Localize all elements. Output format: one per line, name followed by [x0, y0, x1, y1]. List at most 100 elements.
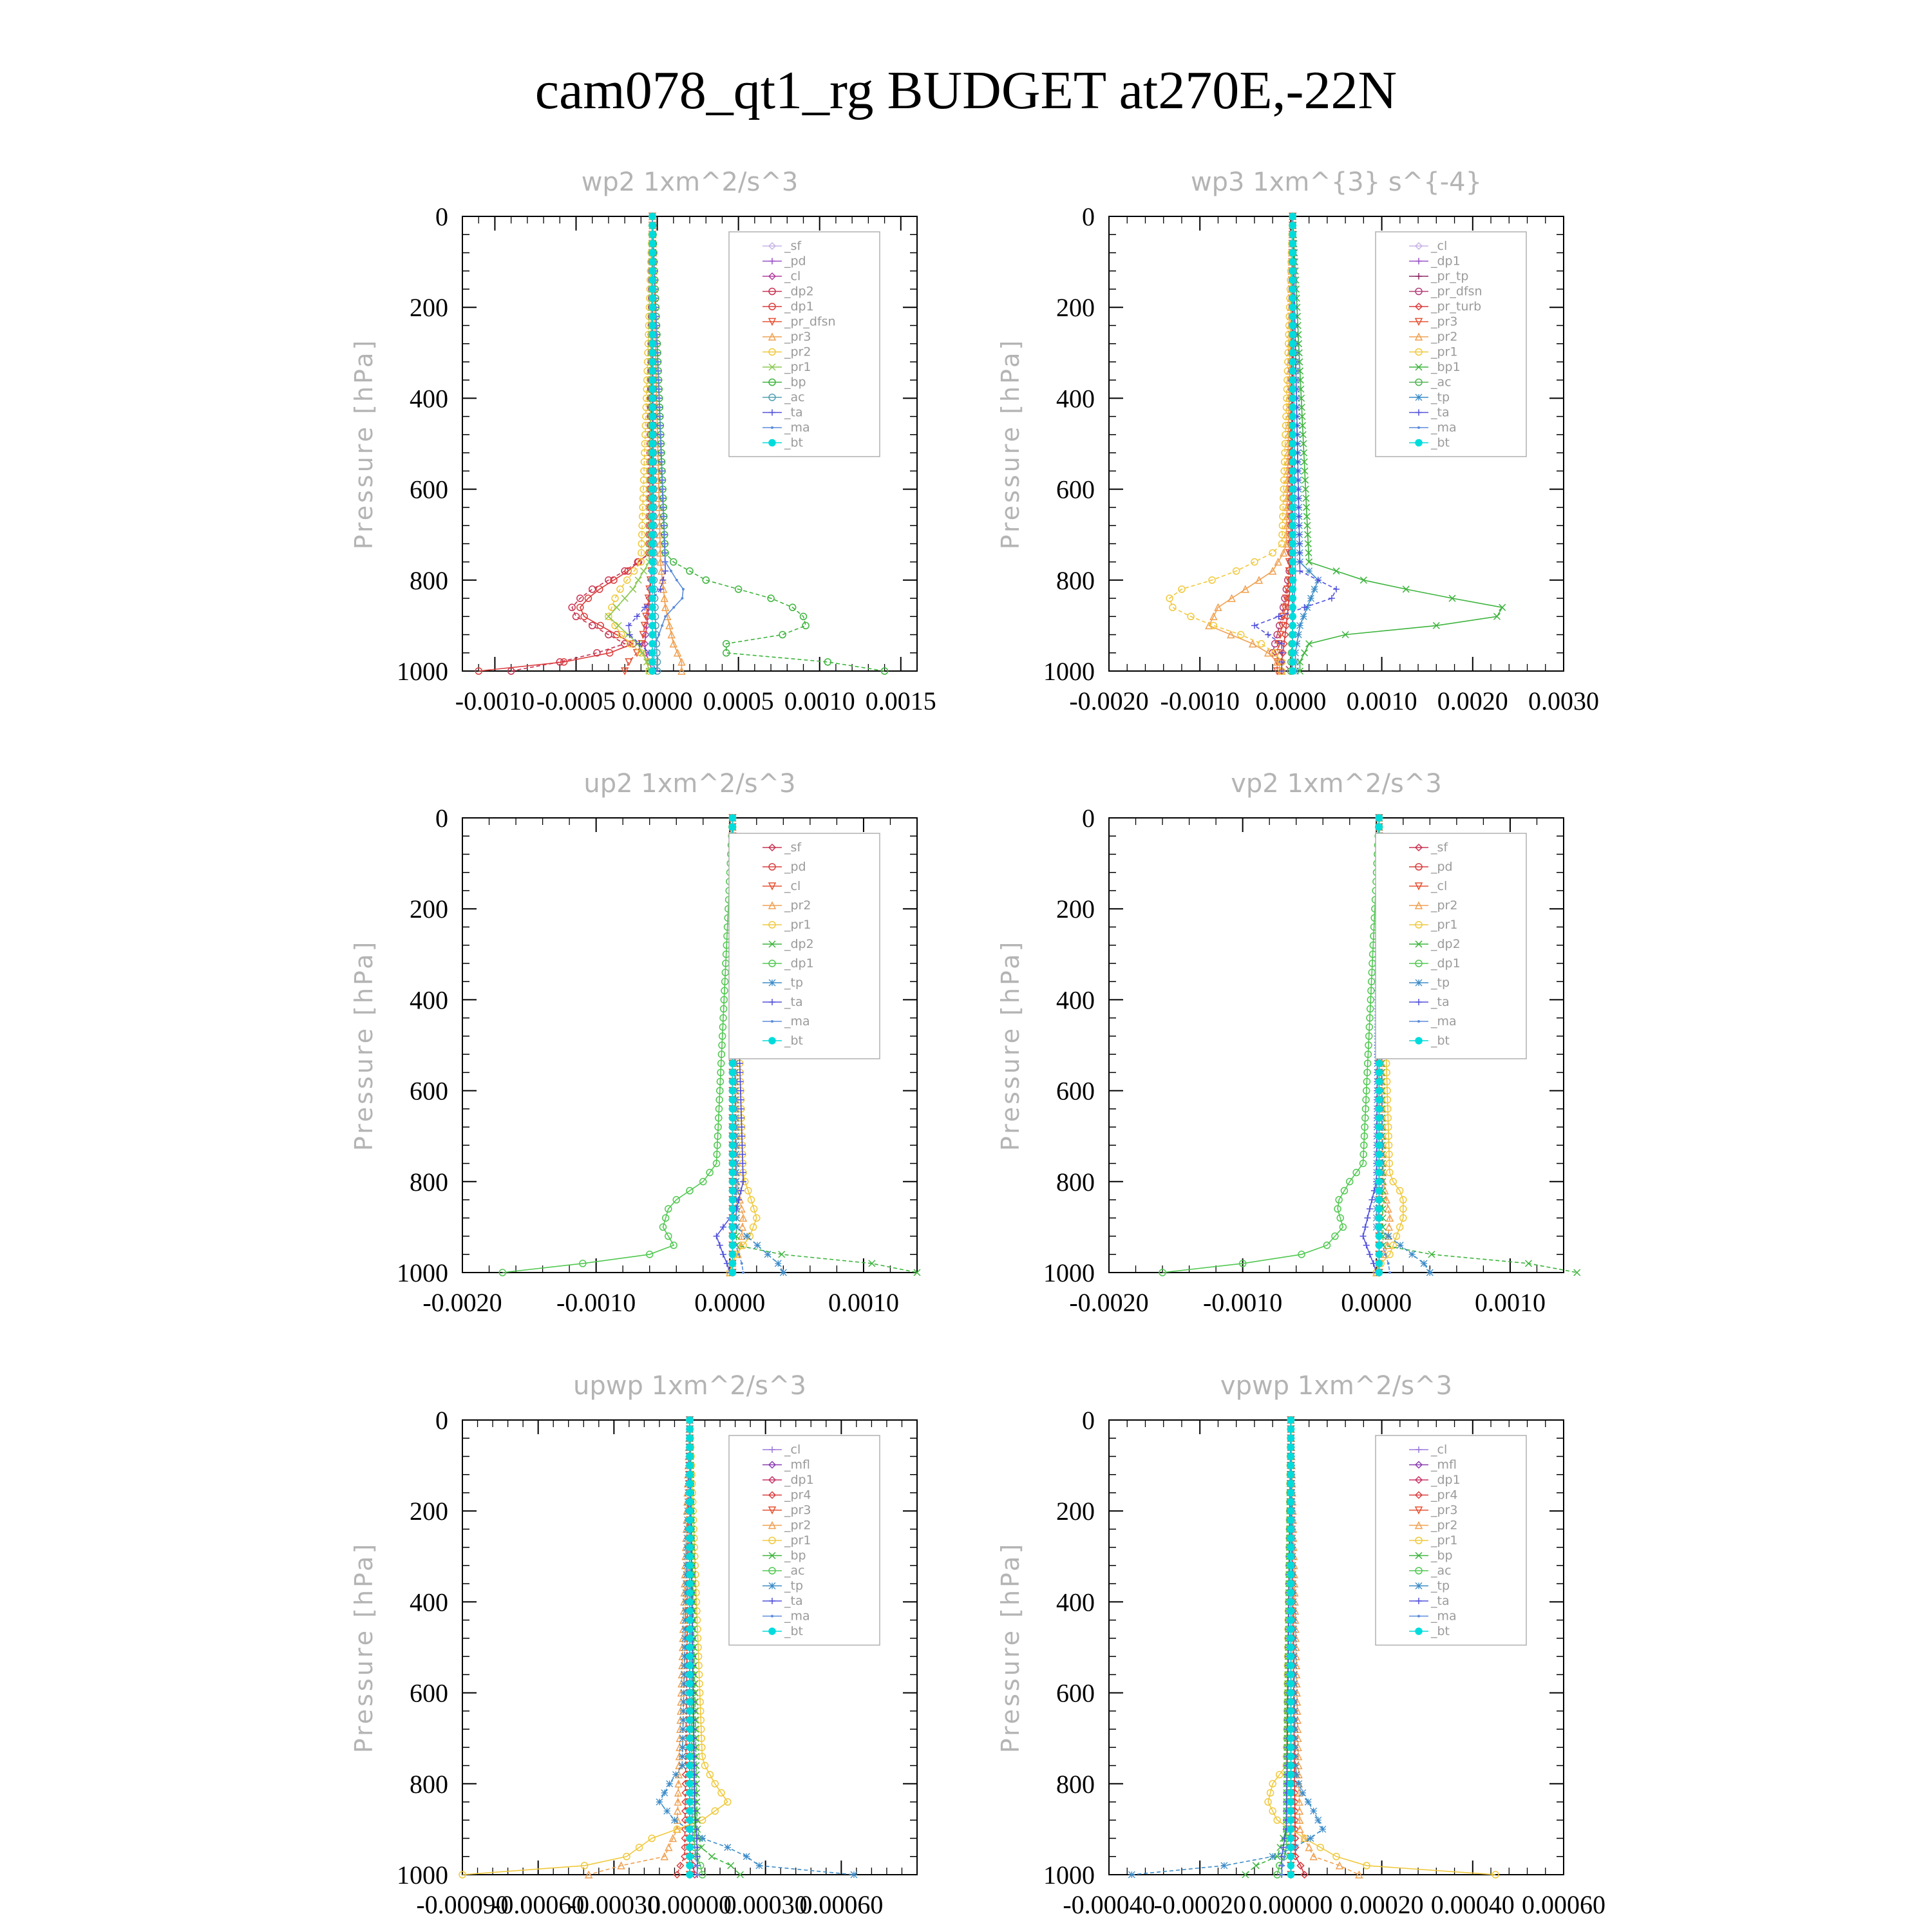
- data-point: [743, 1233, 751, 1240]
- data-point: [660, 594, 668, 602]
- data-point: [696, 1707, 705, 1715]
- x-tick-label: -0.00090: [416, 1890, 508, 1919]
- data-point: [686, 1798, 694, 1806]
- data-point: [657, 379, 660, 382]
- x-tick-label: -0.0020: [1069, 1288, 1148, 1317]
- data-point: [686, 1770, 694, 1779]
- data-point: [580, 612, 588, 621]
- data-point: [686, 1662, 694, 1669]
- data-point: [711, 1807, 719, 1815]
- data-point: [611, 594, 619, 602]
- data-point: [1269, 1780, 1276, 1788]
- legend-label: _ta: [784, 995, 803, 1009]
- legend-label: _dp1: [1430, 254, 1461, 269]
- data-point: [662, 515, 665, 518]
- data-point: [659, 424, 662, 427]
- legend-box: [728, 231, 880, 457]
- data-point: [1280, 458, 1289, 466]
- legend-label: _pd: [1430, 860, 1453, 874]
- data-point: [699, 1835, 706, 1842]
- data-point: [1402, 585, 1410, 593]
- data-point: [638, 531, 646, 538]
- data-point: [649, 267, 656, 275]
- legend-label: _tp: [784, 1579, 803, 1593]
- data-point: [686, 1534, 694, 1542]
- data-point: [1332, 1853, 1340, 1861]
- data-point: [660, 1852, 668, 1861]
- data-point: [740, 1178, 747, 1185]
- data-point: [1295, 1815, 1304, 1824]
- data-point: [1289, 312, 1296, 321]
- data-point: [671, 1816, 678, 1824]
- data-point: [686, 1680, 694, 1688]
- data-point: [716, 1086, 724, 1095]
- data-point: [824, 658, 832, 666]
- legend-entry: _bt: [1409, 436, 1450, 450]
- data-point: [686, 1698, 694, 1706]
- data-point: [735, 1197, 743, 1204]
- data-point: [722, 649, 730, 657]
- data-point: [679, 1698, 687, 1706]
- data-point: [1289, 240, 1296, 248]
- y-axis-label: Pressure [hPa]: [350, 940, 378, 1151]
- data-point: [1128, 1871, 1135, 1879]
- data-point: [1294, 631, 1302, 638]
- legend-label: _pr_dfsn: [784, 315, 836, 329]
- data-point: [661, 506, 665, 509]
- data-point: [1264, 1798, 1272, 1806]
- data-point: [593, 649, 601, 657]
- data-point: [1360, 1141, 1368, 1150]
- legend-marker: [768, 317, 777, 327]
- data-point: [737, 1231, 746, 1240]
- data-point: [1289, 276, 1296, 284]
- legend-label: _mfl: [784, 1458, 810, 1472]
- data-point: [1295, 349, 1303, 357]
- data-point: [1359, 1150, 1367, 1159]
- data-point: [1383, 1059, 1390, 1067]
- legend-label: _cl: [784, 269, 800, 283]
- legend-marker: [1415, 863, 1423, 871]
- data-point: [605, 612, 612, 621]
- data-point: [658, 633, 661, 636]
- data-point: [737, 1105, 744, 1112]
- legend-entry: _ma: [1409, 421, 1457, 435]
- data-point: [713, 1233, 720, 1240]
- data-point: [1389, 1241, 1397, 1249]
- data-point: [1303, 522, 1311, 529]
- data-point: [659, 576, 667, 583]
- data-point: [686, 1725, 694, 1733]
- data-point: [686, 1752, 694, 1761]
- data-point: [677, 667, 686, 675]
- data-point: [737, 1253, 741, 1256]
- chart-panel-1: wp3 1xm^{3} s^{-4} Pressure [hPa] 0 200 400 6…: [996, 167, 1599, 715]
- data-point: [1365, 1023, 1374, 1031]
- legend-marker: [768, 303, 776, 310]
- data-point: [1304, 540, 1312, 547]
- legend-marker: [769, 999, 775, 1005]
- legend-marker: [771, 1020, 773, 1023]
- legend-entry: _ta: [762, 995, 803, 1009]
- data-point: [1280, 1873, 1283, 1876]
- data-point: [638, 513, 647, 520]
- legend-entry: _sf: [762, 840, 802, 855]
- data-point: [739, 1142, 746, 1149]
- data-point: [560, 658, 568, 666]
- panel-title: wp2 1xm^2/s^3: [582, 167, 799, 197]
- legend-label: _ma: [1430, 1014, 1457, 1028]
- data-point: [1289, 367, 1296, 375]
- data-point: [1282, 594, 1291, 603]
- plot-frame: [1108, 216, 1564, 672]
- data-point: [1295, 1780, 1303, 1788]
- data-point: [1298, 413, 1306, 421]
- data-point: [716, 1242, 723, 1249]
- data-point: [649, 621, 656, 630]
- data-point: [657, 370, 660, 373]
- legend-label: _pr1: [784, 918, 811, 932]
- data-point: [649, 431, 656, 439]
- data-point: [649, 385, 656, 393]
- data-point: [1383, 1086, 1391, 1095]
- x-tick-label: 0.0030: [1528, 687, 1599, 715]
- data-point: [1302, 476, 1309, 484]
- data-point: [1278, 621, 1286, 630]
- data-point: [1296, 1824, 1304, 1833]
